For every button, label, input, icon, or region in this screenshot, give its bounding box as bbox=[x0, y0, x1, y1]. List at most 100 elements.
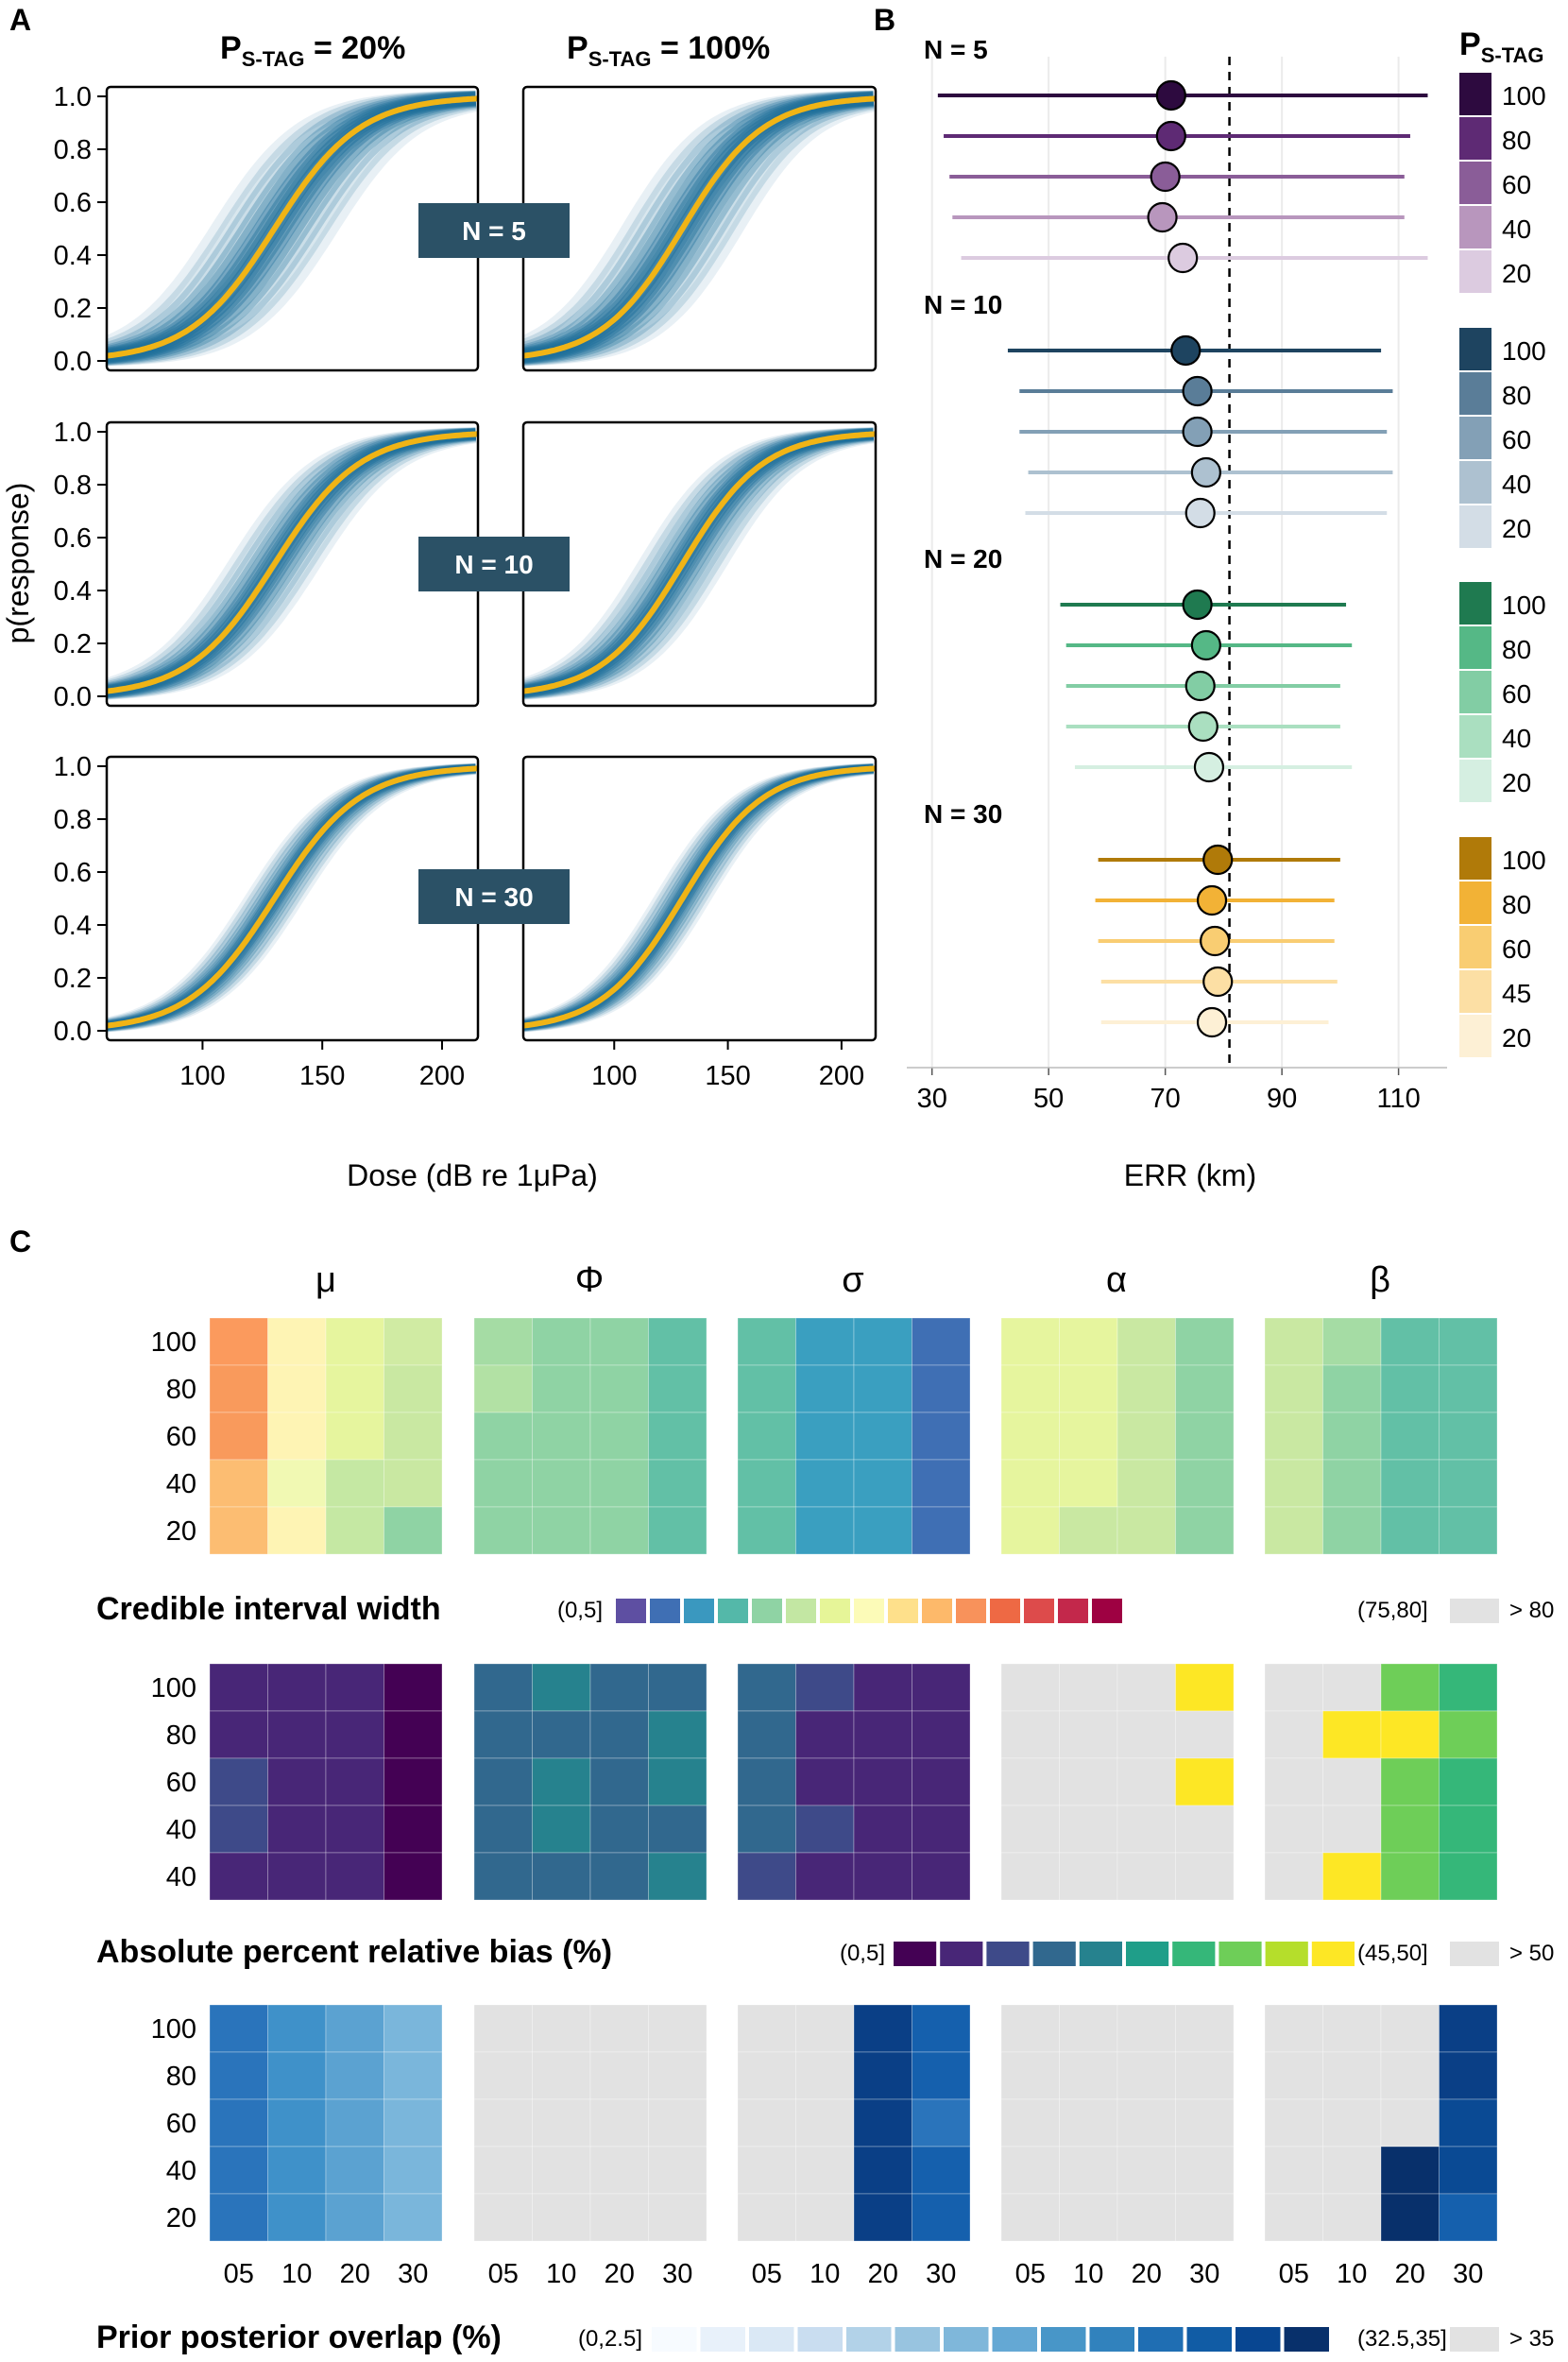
estimate-point bbox=[1202, 966, 1234, 998]
heatmap-cell bbox=[1264, 2146, 1323, 2195]
heatmap-row-label: 60 bbox=[166, 2109, 196, 2139]
heatmap-block bbox=[473, 1663, 707, 1901]
heatmap-cell bbox=[1059, 2193, 1118, 2242]
heatmap-cell bbox=[473, 1364, 533, 1413]
posterior-draw bbox=[107, 429, 476, 698]
heatmap-cell bbox=[1322, 1459, 1382, 1508]
heatmap-cell bbox=[1322, 1317, 1382, 1366]
heatmap-cell bbox=[325, 1459, 384, 1508]
heatmap-cell bbox=[1059, 1317, 1118, 1366]
group-label: N = 10 bbox=[924, 290, 1002, 319]
heatmap-cell bbox=[1439, 1852, 1498, 1901]
heatmap-cell bbox=[795, 1757, 855, 1806]
heatmap-x-label: 05 bbox=[1279, 2259, 1309, 2289]
heatmap-cell bbox=[473, 1757, 533, 1806]
heatmap-block bbox=[1264, 1317, 1498, 1555]
heatmap-x-label: 20 bbox=[340, 2259, 370, 2289]
y-tick-label: 0.0 bbox=[54, 682, 92, 712]
heatmap-cell bbox=[737, 1805, 796, 1854]
colorbar-swatch bbox=[1032, 1942, 1076, 1966]
heatmap-x-label: 10 bbox=[1337, 2259, 1367, 2289]
heatmap-cell bbox=[325, 1412, 384, 1461]
legend-label: 45 bbox=[1502, 979, 1531, 1008]
heatmap-cell bbox=[1264, 2004, 1323, 2053]
heatmap-row-label: 40 bbox=[166, 1862, 196, 1892]
estimate-point bbox=[1170, 334, 1202, 367]
heatmap-cell bbox=[1116, 1459, 1176, 1508]
heatmap-cell bbox=[383, 1805, 443, 1854]
heatmap-cell bbox=[383, 1506, 443, 1555]
heatmap-cell bbox=[912, 2004, 971, 2053]
colorbar-swatch bbox=[1265, 1942, 1308, 1966]
heatmap-cell bbox=[737, 2051, 796, 2100]
heatmap-cell bbox=[1175, 1757, 1235, 1806]
posterior-draw bbox=[523, 765, 874, 1032]
heatmap-cell bbox=[1264, 1852, 1323, 1901]
heatmap-x-label: 20 bbox=[868, 2259, 898, 2289]
heatmap-cell bbox=[267, 1412, 327, 1461]
posterior-draw bbox=[107, 93, 477, 365]
dose-response-panel: 0.0 0.2 0.4 0.6 0.8 1.0 bbox=[54, 418, 480, 712]
heatmap-cell bbox=[1000, 2146, 1060, 2195]
posterior-draw bbox=[523, 93, 875, 365]
heatmap-cell bbox=[1000, 2051, 1060, 2100]
heatmap-cell bbox=[473, 2004, 533, 2053]
y-tick-label: 0.6 bbox=[54, 523, 92, 554]
legend-label: 100 bbox=[1502, 846, 1546, 875]
heatmap-cell bbox=[1175, 1364, 1235, 1413]
y-tick-label: 0.4 bbox=[54, 911, 92, 941]
heatmap-cell bbox=[267, 1364, 327, 1413]
heatmap-cell bbox=[209, 1710, 268, 1759]
legend-label: 80 bbox=[1502, 381, 1531, 410]
panel-b-letter: B bbox=[874, 3, 895, 37]
heatmap-cell bbox=[1116, 2098, 1176, 2148]
heatmap-cell bbox=[853, 1805, 912, 1854]
heatmap-cell bbox=[1380, 2051, 1440, 2100]
heatmap-cell bbox=[737, 2193, 796, 2242]
colorbar-swatch bbox=[940, 1942, 983, 1966]
legend-swatch bbox=[1459, 372, 1491, 415]
heatmap-cell bbox=[853, 1710, 912, 1759]
legend-title: PS-TAG bbox=[1459, 26, 1544, 67]
legend-label: 60 bbox=[1502, 170, 1531, 199]
heatmap-cell bbox=[1116, 1805, 1176, 1854]
estimate-point bbox=[1155, 120, 1186, 152]
heatmap-cell bbox=[1000, 1663, 1060, 1712]
colorbar-swatch bbox=[1126, 1942, 1169, 1966]
colorbars bbox=[616, 1599, 1499, 2352]
colorbar-max-bias: (45,50] bbox=[1357, 1941, 1428, 1966]
heatmap-block bbox=[209, 1317, 443, 1555]
heatmap-cell bbox=[1264, 1459, 1323, 1508]
heatmap-cell bbox=[532, 1663, 591, 1712]
heatmap-cell bbox=[325, 1506, 384, 1555]
heatmap-cell bbox=[1439, 1364, 1498, 1413]
heatmap-cell bbox=[912, 2193, 971, 2242]
n-box-30: N = 30 bbox=[418, 869, 570, 924]
colorbar-swatch bbox=[922, 1599, 952, 1623]
estimate-point bbox=[1196, 884, 1228, 916]
panel-a-xlabel: Dose (dB re 1μPa) bbox=[347, 1158, 598, 1192]
estimate-point bbox=[1202, 844, 1234, 876]
heatmap-cell bbox=[267, 1757, 327, 1806]
posterior-draw bbox=[523, 431, 875, 700]
heatmap-cell bbox=[589, 1506, 649, 1555]
heatmap-cell bbox=[1264, 1710, 1323, 1759]
heatmap-cell bbox=[853, 2146, 912, 2195]
heatmap-cell bbox=[267, 2098, 327, 2148]
heatmap-block bbox=[737, 1317, 971, 1555]
panel-c-heatmaps: 100 80 60 40 20 100 80 60 40 40 100 80 60 40 20 05 10 20 3… bbox=[151, 1317, 1498, 2289]
heatmap-row-label: 40 bbox=[166, 1815, 196, 1845]
heatmap-cell bbox=[383, 1710, 443, 1759]
heatmap-cell bbox=[473, 2051, 533, 2100]
panel-a-ylabel: p(response) bbox=[1, 483, 35, 644]
heatmap-cell bbox=[1175, 1710, 1235, 1759]
heatmap-cell bbox=[1059, 1805, 1118, 1854]
posterior-draw bbox=[107, 765, 476, 1032]
legend-label: 80 bbox=[1502, 635, 1531, 664]
median-curve bbox=[523, 95, 876, 359]
x-tick-label: 110 bbox=[1376, 1084, 1420, 1114]
heatmap-cell bbox=[1059, 2051, 1118, 2100]
legend-swatch bbox=[1459, 73, 1491, 115]
heatmap-cell bbox=[1380, 1852, 1440, 1901]
heatmap-cell bbox=[1000, 2098, 1060, 2148]
